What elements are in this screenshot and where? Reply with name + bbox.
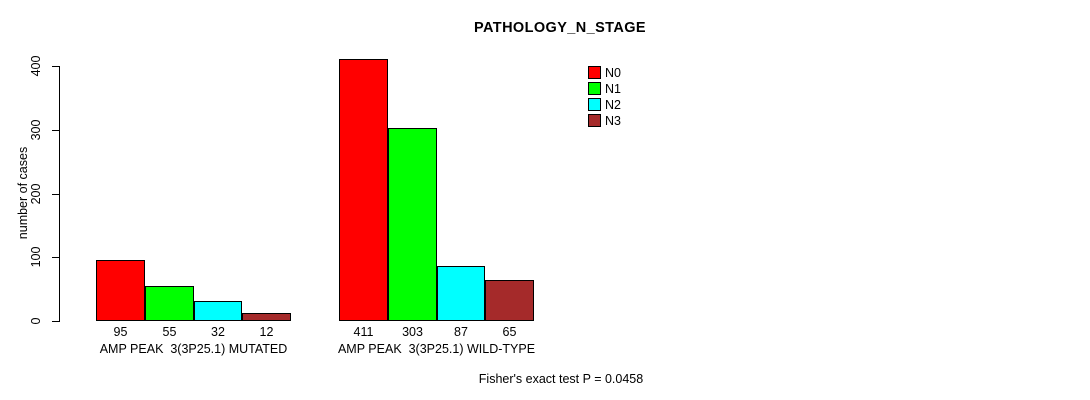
legend-swatch-n1: [588, 82, 601, 95]
y-axis-tick: [52, 66, 59, 67]
fisher-test-annotation: Fisher's exact test P = 0.0458: [478, 372, 644, 386]
y-axis-line: [59, 66, 60, 322]
legend-label-n2: N2: [605, 97, 621, 112]
bar-value-label: 95: [113, 325, 128, 339]
y-axis-tick: [52, 257, 59, 258]
y-axis-tick-label: 200: [29, 183, 43, 205]
bar-value-label: 87: [454, 325, 468, 339]
bar-n1-group1: [145, 286, 194, 321]
y-axis-tick-label: 400: [29, 55, 43, 77]
bar-n3-group1: [242, 313, 291, 321]
bar-value-label: 303: [402, 325, 423, 339]
y-axis-tick-label: 100: [29, 246, 43, 268]
legend-label-n0: N0: [605, 65, 621, 80]
chart-title: PATHOLOGY_N_STAGE: [474, 20, 646, 36]
y-axis-title: number of cases: [16, 146, 30, 240]
y-axis-tick: [52, 194, 59, 195]
legend-swatch-n3: [588, 114, 601, 127]
bar-n0-group1: [96, 260, 145, 321]
y-axis-tick: [52, 130, 59, 131]
y-axis-tick-label: 0: [29, 317, 43, 325]
bar-value-label: 32: [211, 325, 225, 339]
legend-swatch-n2: [588, 98, 601, 111]
legend-label-n1: N1: [605, 81, 621, 96]
bar-n3-group2: [485, 280, 534, 321]
bar-n0-group2: [339, 59, 388, 321]
bar-n1-group2: [388, 128, 437, 321]
bar-value-label: 411: [353, 325, 374, 339]
bar-value-label: 65: [502, 325, 517, 339]
x-category-label: AMP PEAK 3(3P25.1) WILD-TYPE: [337, 342, 536, 356]
legend-label-n3: N3: [605, 113, 621, 128]
bar-n2-group2: [437, 266, 485, 321]
bar-value-label: 12: [259, 325, 274, 339]
y-axis-tick-label: 300: [29, 119, 43, 141]
x-category-label: AMP PEAK 3(3P25.1) MUTATED: [99, 342, 288, 356]
legend-swatch-n0: [588, 66, 601, 79]
y-axis-tick: [52, 321, 59, 322]
bar-n2-group1: [194, 301, 242, 321]
bar-value-label: 55: [162, 325, 177, 339]
